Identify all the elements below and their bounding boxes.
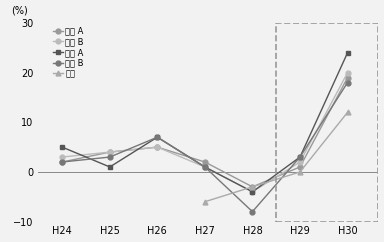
Text: (%): (%) bbox=[11, 5, 28, 15]
Bar bbox=[276, 23, 379, 222]
Legend: 国語 A, 国語 B, 数学 A, 数学 B, 理科: 国語 A, 国語 B, 数学 A, 数学 B, 理科 bbox=[50, 23, 87, 82]
